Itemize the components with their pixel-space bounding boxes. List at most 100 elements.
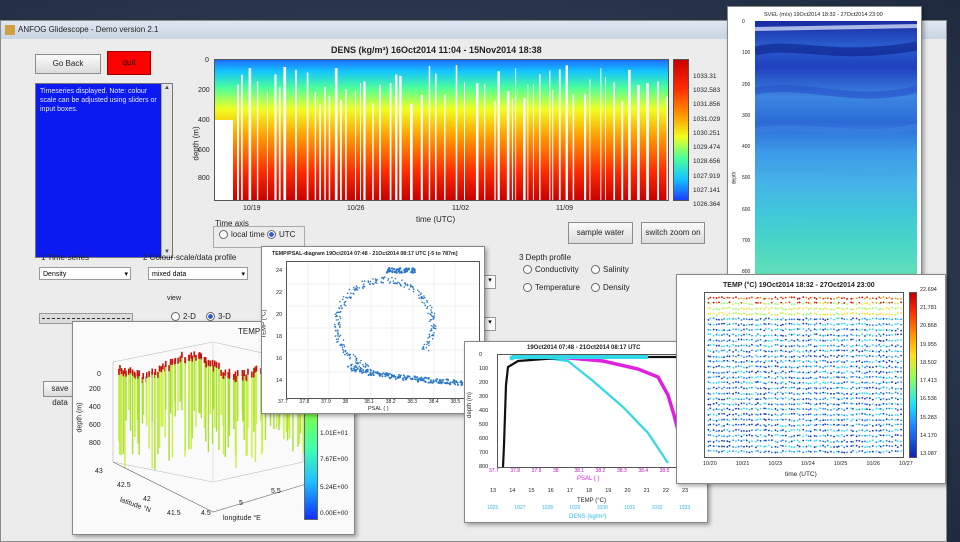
- scroll-up-icon[interactable]: ▲: [164, 85, 170, 91]
- data-point: [726, 392, 729, 395]
- temperature-radio-icon[interactable]: [523, 283, 532, 293]
- data-point: [798, 403, 801, 406]
- data-point: [875, 375, 878, 378]
- data-point: [843, 349, 846, 352]
- view-2d-radio[interactable]: 2-D: [171, 312, 196, 322]
- salinity-radio[interactable]: Salinity: [591, 265, 629, 275]
- data-point: [715, 339, 718, 342]
- data-point: [784, 308, 787, 311]
- temperature-radio[interactable]: Temperature: [523, 283, 580, 293]
- save-data-button[interactable]: save data: [43, 381, 77, 407]
- main-plot-area[interactable]: [214, 59, 669, 201]
- data-point: [824, 376, 827, 379]
- data-point: [861, 445, 864, 448]
- data-point: [879, 360, 882, 363]
- data-point: [728, 434, 731, 437]
- data-point: [896, 306, 899, 309]
- data-point: [807, 391, 810, 394]
- conductivity-radio-icon[interactable]: [523, 265, 532, 275]
- threed-ztick: 0: [97, 371, 101, 378]
- data-point: [422, 345, 425, 348]
- data-point: [879, 307, 882, 310]
- data-point: [850, 333, 853, 336]
- data-point: [878, 313, 881, 316]
- data-point: [830, 365, 832, 367]
- view-3d-radio[interactable]: 3-D: [206, 312, 231, 322]
- data-point: [788, 435, 791, 438]
- data-point: [864, 424, 866, 427]
- data-point: [900, 376, 903, 379]
- data-point: [894, 359, 897, 362]
- data-point: [836, 413, 838, 416]
- data-point: [759, 393, 762, 395]
- salinity-radio-icon[interactable]: [591, 265, 600, 275]
- data-point: [885, 366, 888, 369]
- local-time-radio[interactable]: local time: [219, 230, 265, 240]
- data-point: [793, 439, 796, 442]
- data-point: [815, 322, 818, 325]
- data-point: [843, 424, 846, 427]
- data-point: [743, 328, 745, 331]
- data-point: [793, 382, 796, 385]
- data-point: [855, 297, 858, 300]
- info-scrollbar[interactable]: ▲ ▼: [161, 84, 172, 257]
- data-point: [868, 361, 871, 363]
- data-point: [833, 446, 835, 448]
- density-radio[interactable]: Density: [591, 283, 630, 293]
- data-point: [362, 285, 365, 288]
- data-point: [846, 339, 848, 341]
- data-point: [879, 429, 882, 432]
- data-point: [774, 451, 777, 454]
- threed-ztick: 200: [89, 386, 101, 393]
- data-point: [759, 433, 762, 436]
- data-point: [900, 366, 903, 369]
- data-point: [780, 397, 782, 399]
- data-point: [723, 440, 725, 442]
- select-arrow-icon[interactable]: ▾: [484, 317, 496, 331]
- data-point: [868, 404, 871, 406]
- data-point: [796, 338, 799, 341]
- data-point: [737, 333, 740, 336]
- data-point: [852, 391, 854, 394]
- data-point: [740, 344, 743, 347]
- view-2d-radio-icon[interactable]: [171, 312, 180, 322]
- ts-diagram-panel: TEMP/PSAL-diagram 19Oct2014 07:48 - 21Oc…: [261, 246, 485, 414]
- data-point: [888, 339, 891, 342]
- data-point: [415, 378, 418, 381]
- data-point: [896, 302, 899, 305]
- timeseries-select[interactable]: Density: [39, 267, 131, 281]
- data-point: [871, 392, 874, 395]
- data-point: [447, 382, 450, 385]
- colourscale-select[interactable]: mixed data: [148, 267, 248, 281]
- data-point: [728, 349, 731, 352]
- quit-button[interactable]: quit: [107, 51, 151, 75]
- data-point: [875, 334, 878, 337]
- data-point: [813, 440, 816, 442]
- go-back-button[interactable]: Go Back: [35, 54, 101, 74]
- conductivity-radio[interactable]: Conductivity: [523, 265, 579, 275]
- data-point: [390, 267, 394, 270]
- data-point: [790, 313, 793, 316]
- sample-water-button[interactable]: sample water: [568, 222, 633, 244]
- data-point: [751, 338, 753, 341]
- density-radio-icon[interactable]: [591, 283, 600, 293]
- data-point: [864, 440, 866, 443]
- utc-radio[interactable]: UTC: [267, 230, 295, 240]
- data-point: [858, 397, 861, 400]
- data-point: [855, 419, 858, 422]
- scroll-down-icon[interactable]: ▼: [164, 249, 170, 255]
- local-time-radio-icon[interactable]: [219, 230, 228, 240]
- temp-cbtick: 14.170: [920, 432, 937, 439]
- data-point: [796, 301, 799, 304]
- data-point: [709, 302, 712, 305]
- data-point: [843, 409, 846, 412]
- data-point: [866, 360, 868, 363]
- data-point: [780, 434, 782, 437]
- data-point: [759, 398, 762, 401]
- utc-radio-icon[interactable]: [267, 230, 276, 240]
- view-3d-radio-icon[interactable]: [206, 312, 215, 322]
- switch-zoom-button[interactable]: switch zoom on: [641, 222, 705, 244]
- data-point: [790, 425, 793, 427]
- select-arrow-icon[interactable]: ▾: [484, 275, 496, 289]
- data-point: [809, 370, 812, 373]
